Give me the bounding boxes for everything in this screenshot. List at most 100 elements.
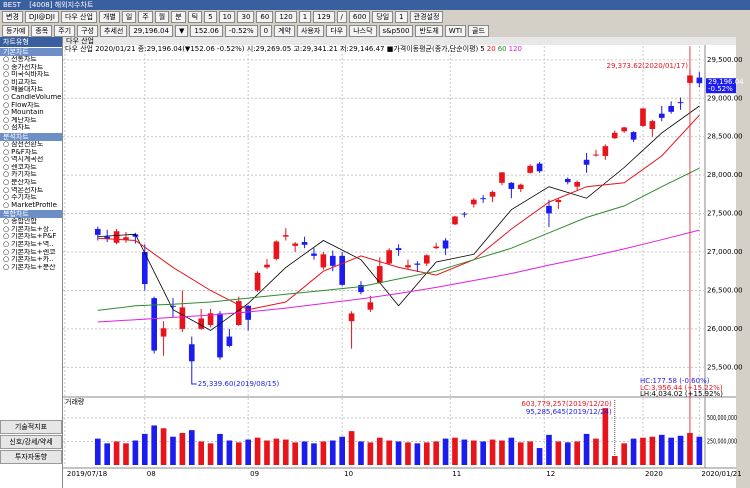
- x-tick-label: 08: [147, 470, 156, 478]
- chart-type-option[interactable]: MarketProfile: [0, 202, 62, 210]
- toolbar-button[interactable]: 120: [275, 11, 297, 23]
- toolbar-button[interactable]: 당일: [372, 11, 394, 23]
- chart-type-option[interactable]: 계단차트: [0, 117, 62, 125]
- toolbar-button[interactable]: 다우: [326, 25, 348, 37]
- toolbar-button[interactable]: 다우 산업: [60, 11, 97, 23]
- moving-average: [97, 167, 700, 311]
- price-tag-text: 29,196.04: [708, 78, 744, 86]
- chart-type-option[interactable]: 기본차트+역..: [0, 241, 62, 249]
- toolbar-button[interactable]: 계약: [274, 25, 295, 37]
- volume-bar: [508, 437, 515, 465]
- toolbar-button[interactable]: 추세선: [100, 25, 128, 37]
- sidebar-button[interactable]: 기술적지표: [0, 420, 62, 434]
- chart-type-option[interactable]: 카기차트: [0, 171, 62, 179]
- toolbar-button[interactable]: 개별: [98, 11, 120, 23]
- toolbar-button[interactable]: 일: [121, 11, 137, 23]
- candle-body: [630, 132, 637, 140]
- toolbar-button[interactable]: 틱: [187, 11, 203, 23]
- chart-type-option[interactable]: 점차트: [0, 124, 62, 132]
- toolbar-button[interactable]: 월: [154, 11, 170, 23]
- chart-type-option[interactable]: 종가선차트: [0, 64, 62, 72]
- chart-type-option[interactable]: 비교차트: [0, 79, 62, 87]
- chart-type-option[interactable]: 역온선차트: [0, 187, 62, 195]
- chart-type-option[interactable]: 렌코차트: [0, 164, 62, 172]
- chart-type-option[interactable]: 전통차트: [0, 56, 62, 64]
- chart-type-option[interactable]: 기본차트+렌코: [0, 249, 62, 257]
- chart-type-option[interactable]: CandleVolume: [0, 94, 62, 102]
- toolbar-button[interactable]: s&p500: [378, 25, 414, 37]
- toolbar-button[interactable]: 0: [259, 25, 273, 37]
- moving-average: [97, 229, 700, 323]
- candle-body: [245, 305, 251, 320]
- candle-body: [611, 132, 618, 139]
- candle-body: [273, 241, 280, 259]
- window-title: [4008] 해외지수차트: [29, 1, 94, 9]
- chart-type-option[interactable]: 기본차트+상..: [0, 226, 62, 234]
- toolbar-button[interactable]: 600: [348, 11, 371, 23]
- chart-type-option[interactable]: 기본차트+카..: [0, 256, 62, 264]
- annotation: LH:4,034.02 (+15.92%): [640, 390, 723, 398]
- chart-type-option[interactable]: 분산차트: [0, 179, 62, 187]
- toolbar-button[interactable]: 주기: [54, 25, 76, 37]
- volume-bar: [470, 440, 477, 465]
- chart-type-option[interactable]: 기본차트+분산: [0, 264, 62, 272]
- toolbar-button[interactable]: 1: [395, 11, 408, 23]
- volume-bar: [151, 425, 157, 465]
- candle-body: [395, 248, 402, 251]
- chart-type-option[interactable]: 매물대차트: [0, 86, 62, 94]
- toolbar-button[interactable]: ▼: [174, 25, 189, 37]
- chart-type-option[interactable]: 종합안합: [0, 218, 62, 226]
- chart-type-option[interactable]: 역시계곡선: [0, 156, 62, 164]
- candle-body: [640, 108, 646, 126]
- toolbar-button[interactable]: /: [336, 11, 347, 23]
- toolbar-button[interactable]: 변경: [2, 11, 23, 23]
- chart-type-option[interactable]: 미국식바차트: [0, 71, 62, 79]
- toolbar-button[interactable]: 10: [218, 11, 236, 23]
- toolbar-button[interactable]: 종목: [31, 25, 53, 37]
- toolbar-button[interactable]: 주: [138, 11, 153, 23]
- toolbar-button[interactable]: 1: [298, 11, 312, 23]
- volume-bar: [433, 441, 439, 465]
- chart-type-option[interactable]: 주기차트: [0, 194, 62, 202]
- toolbar-button[interactable]: 관경설정: [409, 11, 444, 23]
- candle-body: [170, 305, 176, 307]
- toolbar-button[interactable]: 60: [256, 11, 274, 23]
- sidebar-button[interactable]: 신호/강세/약세: [0, 435, 62, 449]
- candle-body: [113, 231, 120, 243]
- toolbar-button[interactable]: -0.52%: [224, 25, 258, 37]
- toolbar-button[interactable]: 분: [171, 11, 186, 23]
- candle-body: [367, 302, 374, 310]
- chart-type-option[interactable]: Flow차트: [0, 102, 62, 110]
- candle-body: [254, 272, 261, 291]
- toolbar-button[interactable]: DJI@DJI: [24, 11, 59, 23]
- volume-bar: [358, 441, 364, 465]
- candle-body: [217, 313, 223, 358]
- sidebar-button[interactable]: 투자자동향: [0, 450, 62, 464]
- x-tick-label: 09: [250, 470, 259, 478]
- volume-bar: [696, 436, 703, 465]
- candle-body: [160, 328, 167, 337]
- toolbar-button[interactable]: 반도체: [415, 25, 443, 37]
- toolbar-button[interactable]: 29,196.04: [129, 25, 173, 37]
- volume-bar: [329, 440, 336, 465]
- chart-type-option[interactable]: 기본차트+P&F: [0, 233, 62, 241]
- toolbar-button[interactable]: 사용자: [296, 25, 325, 37]
- toolbar-button[interactable]: 5: [204, 11, 217, 23]
- toolbar-button[interactable]: 구성: [77, 25, 98, 37]
- chart-type-option[interactable]: P&F차트: [0, 149, 62, 157]
- toolbar-button[interactable]: WTI: [444, 25, 467, 37]
- chart-type-option[interactable]: 삼선전환도: [0, 141, 62, 149]
- volume-bar: [376, 437, 383, 465]
- toolbar-button[interactable]: 등가예: [2, 25, 30, 37]
- annotation: 25,339.60(2019/08/15): [198, 380, 280, 388]
- toolbar-button[interactable]: 152.06: [190, 25, 223, 37]
- toolbar-button[interactable]: 나스닥: [349, 25, 377, 37]
- toolbar-button[interactable]: 129: [313, 11, 335, 23]
- candle-body: [452, 216, 458, 225]
- legend-entry: 20: [487, 45, 496, 53]
- candle-body: [442, 240, 449, 249]
- legend-entry: 60: [498, 45, 507, 53]
- toolbar-button[interactable]: 30: [237, 11, 255, 23]
- chart-type-option[interactable]: Mountain: [0, 109, 62, 117]
- toolbar-button[interactable]: 골드: [468, 25, 489, 37]
